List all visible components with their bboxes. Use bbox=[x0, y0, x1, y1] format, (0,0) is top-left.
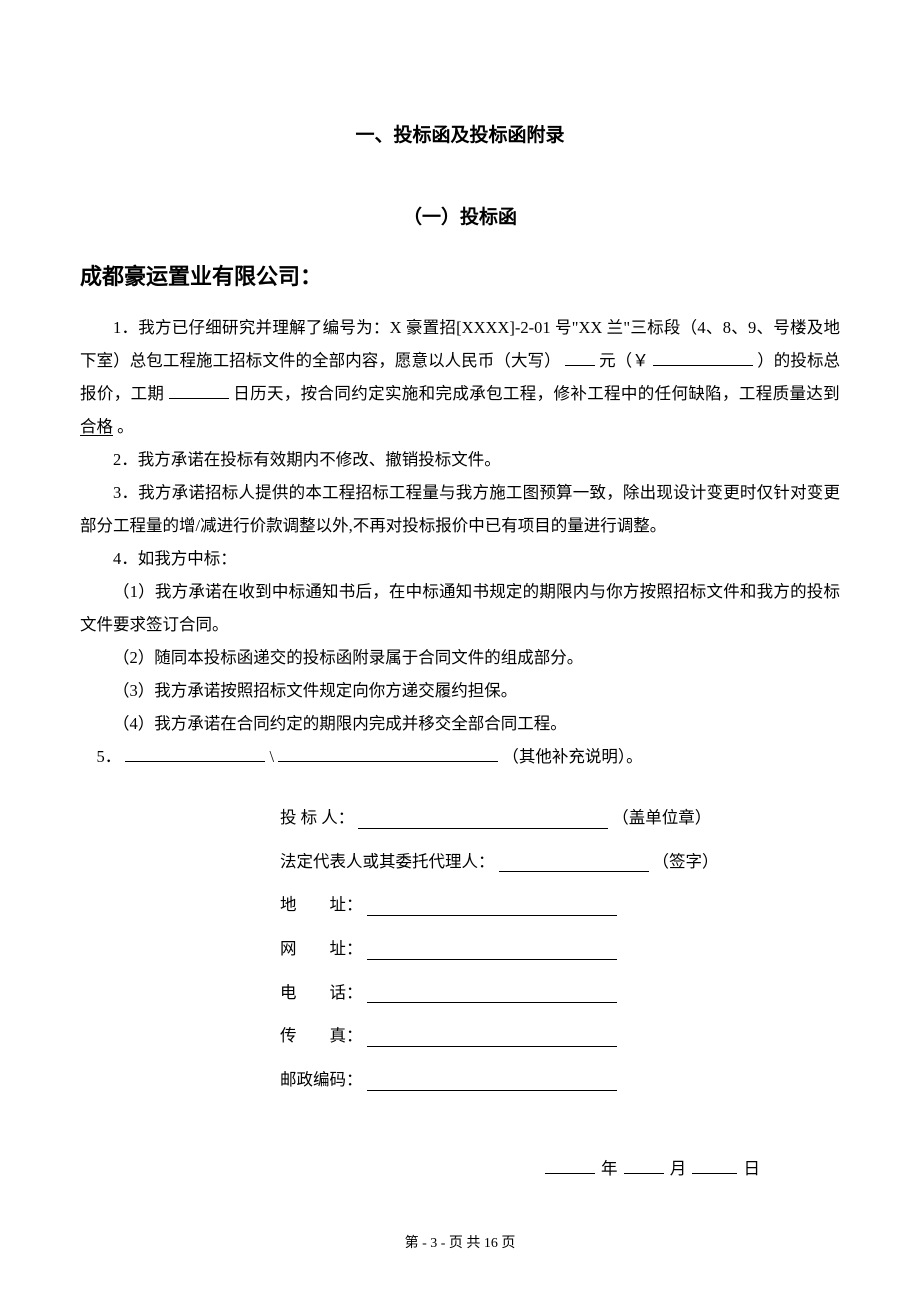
company-name: 成都豪运置业有限公司： bbox=[80, 259, 840, 291]
blank-supplement-2 bbox=[278, 746, 498, 763]
sig-row-legal: 法定代表人或其委托代理人： （签字） bbox=[280, 847, 840, 877]
paragraph-4-1: （1）我方承诺在收到中标通知书后，在中标通知书规定的期限内与你方按照招标文件和我… bbox=[80, 575, 840, 641]
p1-after-days: 日历天，按合同约定实施和完成承包工程，修补工程中的任何缺陷，工程质量达到 bbox=[233, 384, 840, 403]
blank-supplement-1 bbox=[125, 746, 265, 763]
paragraph-4: 4．如我方中标： bbox=[80, 542, 840, 575]
label-phone: 电 话： bbox=[280, 978, 363, 1008]
sig-row-bidder: 投 标 人： （盖单位章） bbox=[280, 803, 840, 833]
blank-year bbox=[545, 1157, 595, 1174]
section-title: 一、投标函及投标函附录 bbox=[80, 120, 840, 147]
label-month: 月 bbox=[670, 1159, 687, 1178]
blank-fax bbox=[367, 1046, 617, 1047]
p5-suffix: （其他补充说明）。 bbox=[502, 747, 642, 766]
label-bidder: 投 标 人： bbox=[280, 803, 354, 833]
blank-duration bbox=[169, 383, 229, 400]
paragraph-2: 2．我方承诺在投标有效期内不修改、撤销投标文件。 bbox=[80, 443, 840, 476]
blank-postcode bbox=[367, 1090, 617, 1091]
sig-row-website: 网 址： bbox=[280, 934, 840, 964]
suffix-legal: （签字） bbox=[653, 847, 719, 877]
paragraph-4-4: （4）我方承诺在合同约定的期限内完成并移交全部合同工程。 bbox=[80, 707, 840, 740]
sig-row-postcode: 邮政编码： bbox=[280, 1065, 840, 1095]
p5-prefix: 5． bbox=[97, 747, 122, 766]
subsection-title: （一）投标函 bbox=[80, 202, 840, 229]
sig-row-phone: 电 话： bbox=[280, 978, 840, 1008]
sig-row-address: 地 址： bbox=[280, 890, 840, 920]
label-address: 地 址： bbox=[280, 890, 363, 920]
blank-capital-amount bbox=[565, 350, 595, 367]
paragraph-5: 5． \ （其他补充说明）。 bbox=[97, 740, 841, 773]
paragraph-4-3: （3）我方承诺按照招标文件规定向你方递交履约担保。 bbox=[80, 674, 840, 707]
signature-block: 投 标 人： （盖单位章） 法定代表人或其委托代理人： （签字） 地 址： 网 … bbox=[280, 803, 840, 1095]
blank-phone bbox=[367, 1002, 617, 1003]
label-fax: 传 真： bbox=[280, 1021, 363, 1051]
blank-month bbox=[624, 1157, 664, 1174]
blank-legal bbox=[499, 871, 649, 872]
blank-website bbox=[367, 959, 617, 960]
label-website: 网 址： bbox=[280, 934, 363, 964]
suffix-bidder: （盖单位章） bbox=[612, 803, 711, 833]
sig-row-fax: 传 真： bbox=[280, 1021, 840, 1051]
label-postcode: 邮政编码： bbox=[280, 1065, 363, 1095]
p1-yuan: 元（￥ bbox=[599, 351, 649, 370]
blank-bidder bbox=[358, 828, 608, 829]
p1-end: 。 bbox=[117, 417, 134, 436]
blank-address bbox=[367, 915, 617, 916]
qualified-word: 合格 bbox=[80, 417, 113, 436]
p5-slash: \ bbox=[270, 747, 275, 766]
paragraph-1: 1．我方已仔细研究并理解了编号为：X 豪置招[XXXX]-2-01 号"XX 兰… bbox=[80, 311, 840, 443]
date-row: 年 月 日 bbox=[80, 1155, 840, 1179]
label-day: 日 bbox=[744, 1159, 761, 1178]
paragraph-3: 3．我方承诺招标人提供的本工程招标工程量与我方施工图预算一致，除出现设计变更时仅… bbox=[80, 476, 840, 542]
paragraph-4-2: （2）随同本投标函递交的投标函附录属于合同文件的组成部分。 bbox=[80, 641, 840, 674]
blank-numeric-amount bbox=[653, 350, 753, 367]
blank-day bbox=[692, 1157, 737, 1174]
label-legal: 法定代表人或其委托代理人： bbox=[280, 847, 495, 877]
label-year: 年 bbox=[601, 1159, 618, 1178]
document-body: 1．我方已仔细研究并理解了编号为：X 豪置招[XXXX]-2-01 号"XX 兰… bbox=[80, 311, 840, 773]
page-footer: 第 - 3 - 页 共 16 页 bbox=[0, 1232, 920, 1252]
